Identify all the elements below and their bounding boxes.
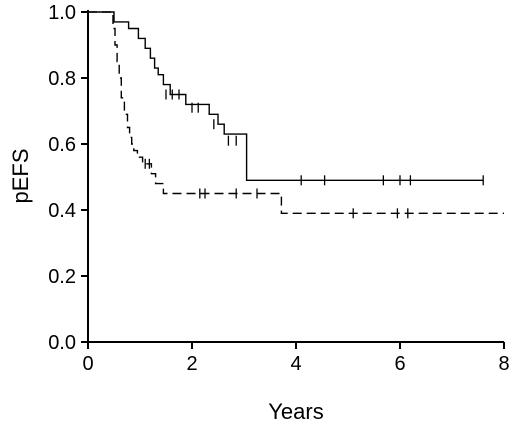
plot-area <box>87 10 504 343</box>
series-dashed <box>88 11 504 219</box>
series-solid <box>88 11 484 186</box>
x-ticks: 0 2 4 6 8 <box>82 342 510 375</box>
x-tick-label: 4 <box>290 353 301 375</box>
x-axis-title: Years <box>268 399 323 424</box>
x-tick-label: 6 <box>394 353 405 375</box>
x-tick-label: 2 <box>186 353 197 375</box>
y-tick-label: 0.4 <box>48 200 76 222</box>
y-tick-label: 0.0 <box>48 332 76 354</box>
series-line-solid <box>88 11 484 181</box>
y-tick-label: 1.0 <box>48 2 76 24</box>
y-axis-title: pEFS <box>8 148 33 203</box>
x-tick-label: 8 <box>498 353 509 375</box>
x-tick-label: 0 <box>82 353 93 375</box>
series-layer <box>88 11 504 219</box>
y-tick-label: 0.2 <box>48 266 76 288</box>
y-tick-label: 0.6 <box>48 134 76 156</box>
y-ticks: 0.0 0.2 0.4 0.6 0.8 1.0 <box>48 2 88 354</box>
y-tick-label: 0.8 <box>48 68 76 90</box>
series-line-dashed <box>88 11 504 214</box>
